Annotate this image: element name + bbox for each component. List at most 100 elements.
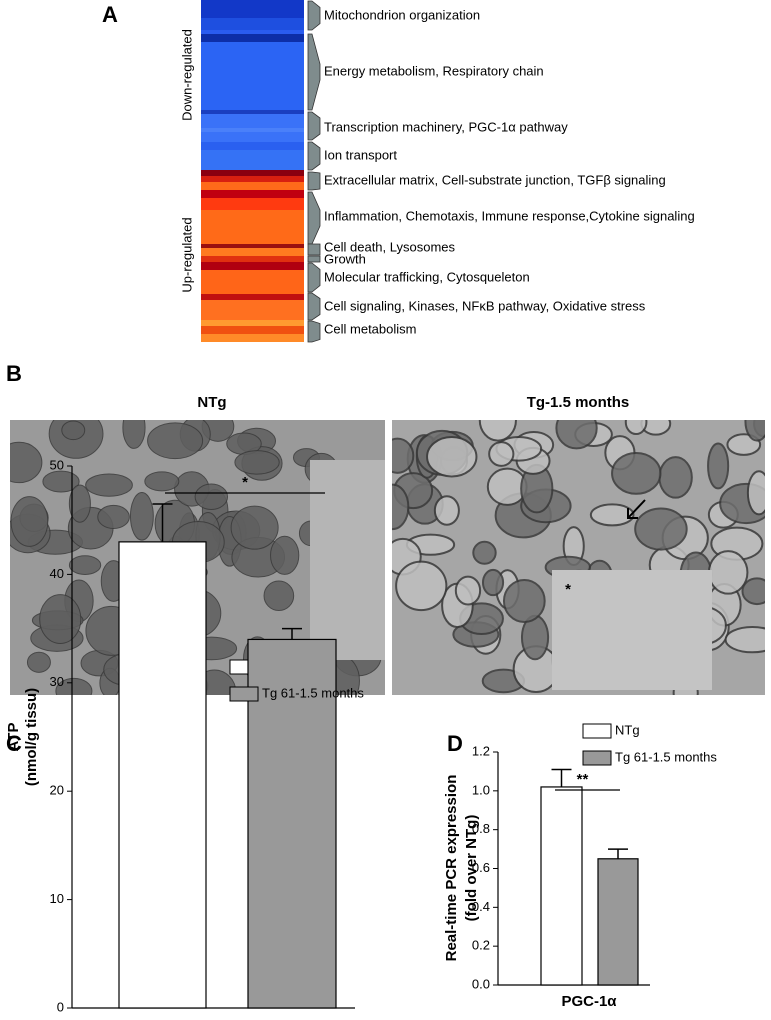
organelle	[26, 651, 51, 673]
panel-label: C	[6, 731, 22, 756]
organelle	[478, 420, 517, 442]
heatmap-stripe	[201, 150, 305, 170]
term-bracket	[307, 320, 321, 343]
term-label: Transcription machinery, PGC-1α pathway	[324, 119, 568, 134]
organelle	[61, 420, 86, 441]
heatmap-stripe	[201, 132, 305, 142]
heatmap-stripe	[201, 294, 305, 300]
organelle	[122, 420, 146, 449]
legend-swatch	[582, 750, 612, 766]
organelle	[589, 503, 635, 527]
organelle	[392, 483, 410, 531]
organelle	[488, 441, 515, 467]
organelle	[68, 484, 91, 523]
organelle	[707, 550, 749, 595]
term-bracket	[307, 111, 321, 141]
legend-label: Tg 61-1.5 months	[615, 749, 717, 764]
organelle	[746, 470, 765, 516]
group-label: Up-regulated	[179, 217, 194, 292]
term-label: Mitochondrion organization	[324, 7, 480, 22]
organelle	[10, 441, 43, 484]
organelle	[658, 456, 693, 499]
panel-label: D	[447, 731, 463, 756]
y-axis-label: ATP	[5, 723, 22, 752]
y-tick-label: 40	[50, 566, 64, 581]
heatmap-stripe	[201, 176, 305, 182]
y-tick-label: 0	[57, 999, 64, 1014]
organelle	[555, 420, 598, 450]
legend-label: Tg 61-1.5 months	[262, 685, 364, 700]
organelle	[454, 575, 482, 606]
y-tick-label: 20	[50, 783, 64, 798]
heatmap-stripe	[201, 210, 305, 244]
legend-swatch	[582, 723, 612, 739]
organelle	[39, 594, 82, 645]
bar	[247, 638, 337, 1009]
legend-swatch	[229, 686, 259, 702]
y-tick-label: 10	[50, 891, 64, 906]
organelle	[144, 471, 180, 492]
organelle	[147, 422, 204, 460]
organelle	[624, 420, 648, 436]
bar	[540, 786, 583, 986]
organelle	[230, 505, 279, 550]
heatmap-stripe	[201, 270, 305, 294]
panel-label: B	[6, 361, 22, 386]
micrograph	[392, 420, 765, 695]
term-label: Ion transport	[324, 147, 397, 162]
organelle	[55, 677, 93, 695]
heatmap-stripe	[201, 0, 305, 18]
organelle	[68, 555, 102, 575]
y-tick-label: 0.4	[472, 899, 490, 914]
term-bracket	[307, 141, 321, 171]
organelle	[741, 577, 765, 606]
bar	[118, 541, 207, 1009]
heatmap-stripe	[201, 110, 305, 114]
image-title: NTg	[197, 394, 226, 411]
significance-label: **	[577, 771, 589, 788]
term-label: Cell metabolism	[324, 321, 416, 336]
vacuole	[552, 570, 712, 690]
arrow-head	[627, 508, 638, 519]
organelle	[502, 578, 546, 624]
term-bracket	[307, 292, 321, 321]
heatmap-stripe	[201, 34, 305, 42]
organelle	[744, 420, 765, 442]
y-axis-label: (nmol/g tissu)	[23, 688, 40, 786]
y-tick-label: 1.0	[472, 782, 490, 797]
organelle	[270, 535, 300, 575]
image-annotation: *	[565, 581, 571, 598]
term-label: Extracellular matrix, Cell-substrate jun…	[324, 172, 666, 187]
y-tick-label: 0.8	[472, 821, 490, 836]
organelle	[634, 507, 688, 551]
y-axis-label: (fold over NTg)	[463, 815, 480, 922]
term-label: Cell death, Lysosomes	[324, 239, 456, 254]
heatmap-stripe	[201, 18, 305, 30]
y-tick-label: 0.0	[472, 976, 490, 991]
term-bracket	[307, 255, 321, 263]
term-label: Inflammation, Chemotaxis, Immune respons…	[324, 208, 695, 223]
x-tick-label: PGC-1α	[561, 993, 617, 1010]
term-bracket	[307, 171, 321, 191]
term-label: Cell signaling, Kinases, NFκB pathway, O…	[324, 298, 646, 313]
organelle	[611, 451, 662, 495]
heatmap-stripe	[201, 326, 305, 334]
micrograph-content	[392, 420, 765, 695]
organelle	[263, 580, 295, 612]
legend-label: NTg	[615, 722, 640, 737]
heatmap-stripe	[201, 42, 305, 110]
organelle	[426, 436, 478, 478]
bar	[597, 858, 639, 986]
heatmap-stripe	[201, 30, 305, 34]
organelle	[707, 442, 730, 490]
heatmap-stripe	[201, 114, 305, 128]
term-bracket	[307, 243, 321, 256]
significance-label: *	[242, 474, 248, 491]
organelle	[395, 560, 448, 612]
heatmap-stripe	[201, 142, 305, 150]
heatmap-stripe	[201, 170, 305, 176]
organelle	[42, 470, 80, 493]
heatmap-stripe	[201, 248, 305, 256]
heatmap-stripe	[201, 190, 305, 198]
